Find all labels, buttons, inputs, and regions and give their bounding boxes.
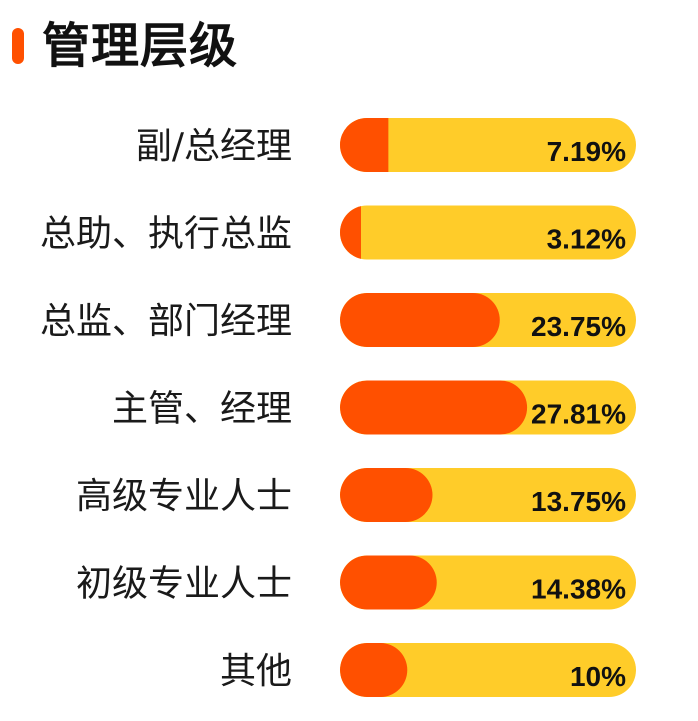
bar-track bbox=[340, 643, 636, 697]
bar bbox=[340, 468, 433, 522]
value-label: 27.81% bbox=[531, 399, 626, 430]
value-label: 7.19% bbox=[547, 136, 626, 167]
bar bbox=[340, 205, 361, 260]
category-label: 副/总经理 bbox=[136, 126, 292, 167]
chart-title: 管理层级 bbox=[42, 18, 239, 74]
value-label: 13.75% bbox=[531, 486, 626, 517]
bar bbox=[340, 555, 437, 610]
title-accent-bar bbox=[12, 28, 24, 64]
bar-track bbox=[340, 118, 636, 172]
bar bbox=[340, 380, 528, 435]
category-label: 主管、经理 bbox=[112, 389, 292, 430]
bar bbox=[340, 643, 408, 697]
bar bbox=[340, 118, 389, 172]
category-label: 其他 bbox=[220, 651, 292, 692]
value-label: 3.12% bbox=[547, 224, 626, 255]
bar-track bbox=[340, 205, 636, 260]
value-label: 23.75% bbox=[531, 311, 626, 342]
value-label: 10% bbox=[570, 661, 626, 692]
bar bbox=[340, 293, 500, 347]
category-label: 总监、部门经理 bbox=[40, 301, 292, 342]
value-label: 14.38% bbox=[531, 574, 626, 605]
category-label: 总助、执行总监 bbox=[40, 214, 292, 255]
category-label: 初级专业人士 bbox=[76, 564, 292, 605]
category-label: 高级专业人士 bbox=[76, 476, 292, 517]
